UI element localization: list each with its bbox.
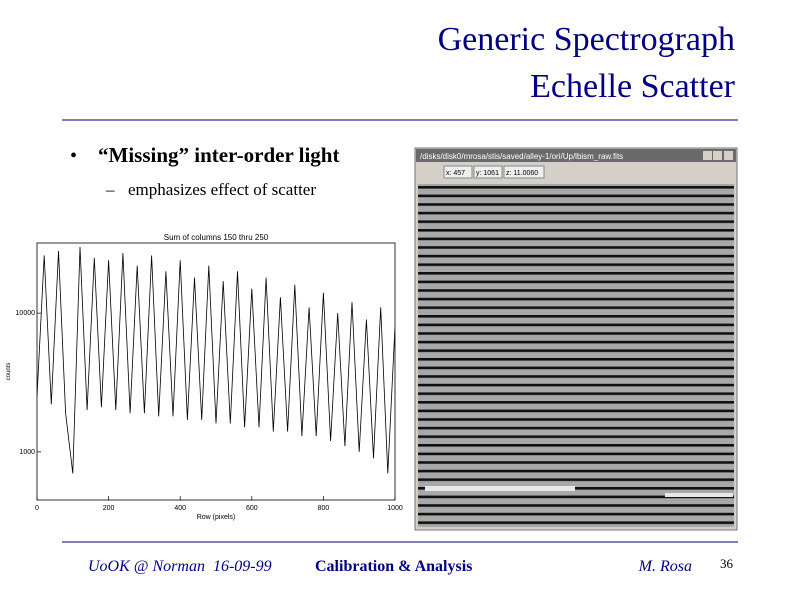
field-box <box>443 165 473 179</box>
field-box <box>503 165 545 179</box>
x-tick-label: 1000 <box>387 505 403 512</box>
field: x: 457 <box>446 170 465 177</box>
bright-order <box>425 486 575 491</box>
image-window: /disks/disk0/mrosa/stis/saved/alley-1/or… <box>414 147 738 531</box>
x-tick-label: 800 <box>318 505 330 512</box>
plot-frame <box>36 242 396 501</box>
title-bar <box>416 149 736 162</box>
y-tick-label: 1000 <box>19 449 35 456</box>
x-axis-label: Row (pixels) <box>197 514 236 521</box>
sub-dash: – <box>105 180 115 199</box>
plot: Sum of columns 150 thru 250 Row (pixels) c… <box>6 233 403 521</box>
x-tick-label: 600 <box>246 505 258 512</box>
title-line: Generic Spectrograph <box>438 21 735 58</box>
y-axis-label: counts <box>6 363 12 381</box>
bright-order <box>665 493 733 497</box>
plot-title: Sum of columns 150 thru 250 <box>164 233 269 242</box>
bullet-dot: • <box>70 145 77 167</box>
x-tick-label: 400 <box>174 505 186 512</box>
x-tick-label: 0 <box>35 505 39 512</box>
window-title: /disks/disk0/mrosa/stis/saved/alley-1/or… <box>420 152 623 161</box>
sub-bullet: emphasizes effect of scatter <box>128 180 316 199</box>
echelle-image <box>418 184 734 527</box>
y-tick-label: 10000 <box>16 310 36 317</box>
field: z: 11.0060 <box>506 170 538 177</box>
x-tick-label: 200 <box>103 505 115 512</box>
title-line: Echelle Scatter <box>530 68 736 105</box>
field: y: 1061 <box>476 170 499 177</box>
button[interactable] <box>724 151 733 160</box>
footer-left: UoOK @ Norman 16-09-99 <box>88 558 272 575</box>
bullet: “Missing” inter-order light <box>98 143 339 167</box>
button[interactable] <box>713 151 722 160</box>
field-box <box>473 165 503 179</box>
button[interactable] <box>703 151 712 160</box>
page-number: 36 <box>720 556 734 571</box>
footer-center: Calibration & Analysis <box>315 558 472 575</box>
footer-right: M. Rosa <box>638 558 692 575</box>
spectrum-line <box>37 246 395 474</box>
